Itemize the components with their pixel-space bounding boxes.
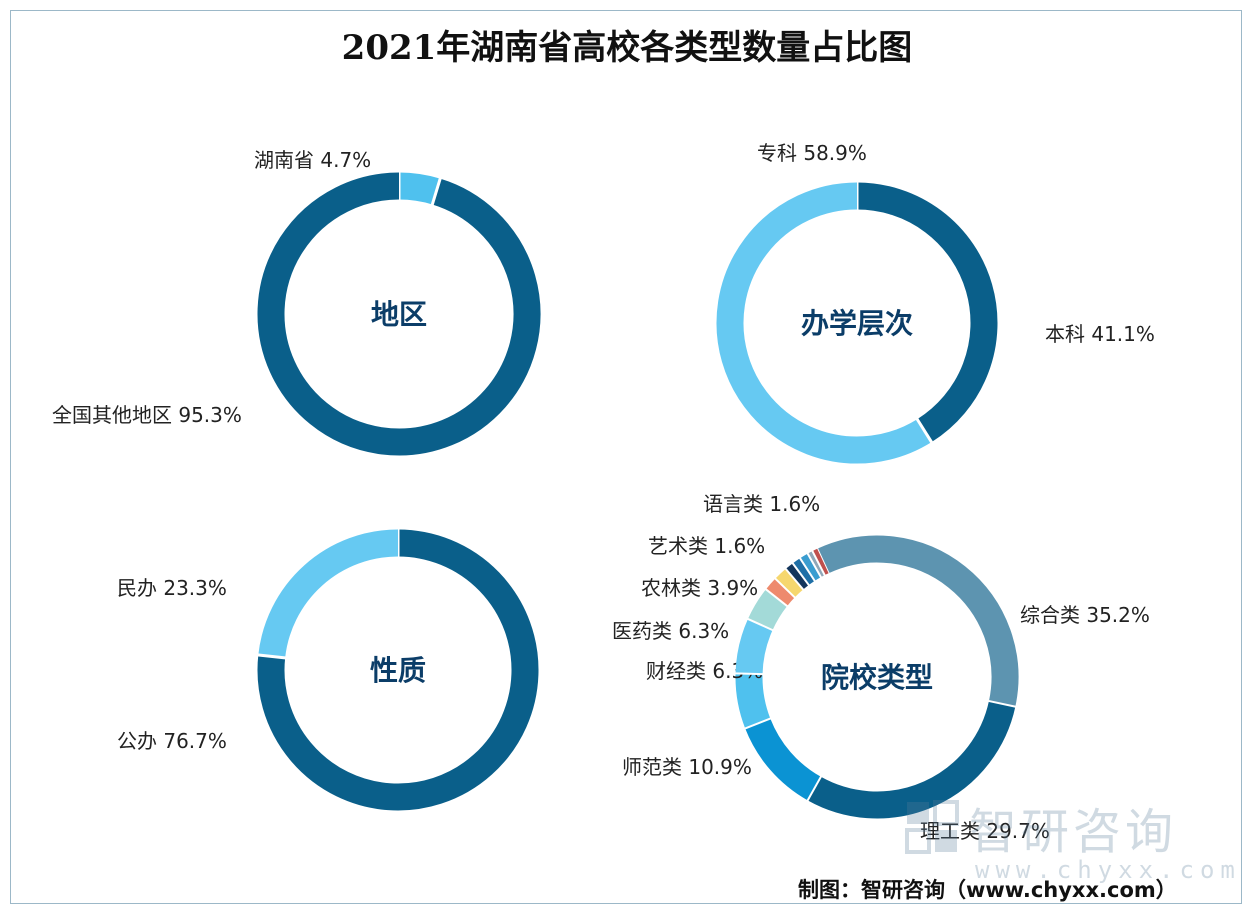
slice-label: 湖南省 4.7% xyxy=(254,148,371,172)
slice-label: 综合类 35.2% xyxy=(1020,603,1150,627)
logo-icon xyxy=(905,800,959,854)
slice-separator xyxy=(791,561,811,587)
donut-center-label: 院校类型 xyxy=(821,661,933,694)
donut-slice xyxy=(257,529,539,811)
slice-label: 医药类 6.3% xyxy=(612,619,729,643)
donut-slice xyxy=(785,563,809,590)
slice-label: 公办 76.7% xyxy=(117,729,227,753)
watermark-name: 智研咨询 xyxy=(969,804,1178,860)
watermark-url: www.chyxx.com xyxy=(975,856,1241,884)
slice-label: 语言类 1.6% xyxy=(703,492,820,516)
donut-slice xyxy=(775,568,804,598)
slice-separator xyxy=(734,672,764,676)
slice-label: 农林类 3.9% xyxy=(641,576,758,600)
slice-separator xyxy=(430,177,442,206)
slice-separator xyxy=(764,587,789,608)
slice-separator xyxy=(784,567,805,591)
donut-slice xyxy=(747,589,788,631)
slice-label: 艺术类 1.6% xyxy=(648,534,765,558)
donut-slice xyxy=(398,172,441,205)
slice-separator xyxy=(987,699,1017,708)
slice-separator xyxy=(743,717,772,730)
slice-separator xyxy=(773,577,797,599)
donut-slice xyxy=(792,558,815,586)
slice-separator xyxy=(806,552,823,579)
slice-separator xyxy=(746,617,774,632)
chart-frame xyxy=(10,10,1242,904)
slice-separator xyxy=(811,549,827,577)
slice-label: 本科 41.1% xyxy=(1045,322,1155,346)
credit-text: 制图：智研咨询（www.chyxx.com） xyxy=(798,878,1177,902)
donut-slice xyxy=(258,529,399,659)
donut-slice xyxy=(257,172,541,456)
donut-slice xyxy=(765,578,795,607)
slice-separator xyxy=(915,417,934,444)
slice-label: 全国其他地区 95.3% xyxy=(52,403,242,427)
donut-ownership: 公办 76.7% 民办 23.3% 性质 xyxy=(117,528,539,811)
donut-center-label: 办学层次 xyxy=(801,307,913,340)
donut-slice xyxy=(735,619,773,675)
slice-separator xyxy=(806,775,823,802)
slice-separator xyxy=(257,653,287,660)
donut-slice xyxy=(856,182,998,443)
chart-title: 2021年湖南省高校各类型数量占比图 xyxy=(341,28,913,68)
slice-separator xyxy=(798,556,817,583)
donut-level: 本科 41.1% 专科 58.9% 办学层次 xyxy=(716,141,1155,464)
watermark: 智研咨询 www.chyxx.com xyxy=(905,792,1241,884)
donut-center-label: 地区 xyxy=(371,298,427,331)
donut-slice xyxy=(800,553,821,581)
slice-label: 理工类 29.7% xyxy=(920,819,1050,843)
donut-slice xyxy=(745,718,822,801)
slice-label: 师范类 10.9% xyxy=(622,755,752,779)
slice-label: 专科 58.9% xyxy=(757,141,867,165)
donut-type: 综合类 35.2%理工类 29.7%师范类 10.9%财经类 6.3%医药类 6… xyxy=(612,492,1150,843)
donut-region: 湖南省 4.7% 全国其他地区 95.3% 地区 xyxy=(52,148,541,456)
donut-center-label: 性质 xyxy=(370,654,426,687)
donut-slice xyxy=(716,182,932,464)
donut-slice xyxy=(807,700,1016,819)
donut-slice xyxy=(817,535,1019,707)
slice-label: 民办 23.3% xyxy=(117,576,227,600)
donut-slice xyxy=(735,673,771,729)
